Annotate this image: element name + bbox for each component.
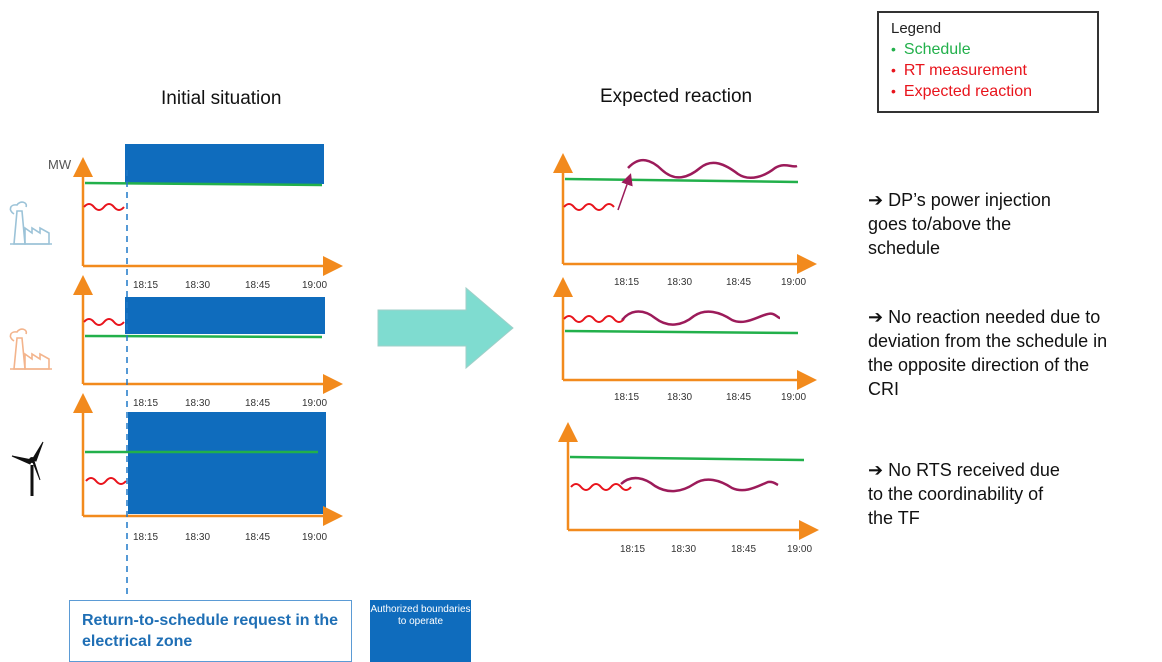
schedule-line: [564, 329, 799, 335]
tick-label: 18:15: [133, 280, 159, 291]
description-3: ➔ No RTS received due to the coordinabil…: [868, 460, 1060, 528]
rts-request-box: Return-to-schedule request in the electr…: [69, 600, 352, 662]
tick-label: 18:30: [667, 392, 693, 403]
tick-label: 18:30: [671, 544, 697, 555]
rt-measurement-wave: [83, 203, 125, 211]
tick-label: 18:15: [614, 392, 640, 403]
expected-reaction-curve: [627, 159, 798, 179]
tick-label: 18:45: [726, 277, 752, 288]
authorized-area-1: [125, 144, 324, 184]
description-2: ➔ No reaction needed due to deviation fr…: [868, 307, 1108, 399]
authorized-area-3: [128, 412, 326, 514]
expected-reaction-curve: [621, 310, 781, 326]
legend-item-rt-measurement: • RT measurement: [891, 62, 1027, 79]
initial-chart-2-axes: [73, 275, 343, 394]
legend-box: Legend • Schedule • RT measurement • Expect…: [877, 11, 1099, 113]
tick-label: 19:00: [302, 398, 328, 409]
tick-label: 18:15: [614, 277, 640, 288]
factory-icon-orange: [9, 328, 52, 370]
rt-measurement-wave: [563, 315, 625, 323]
schedule-line: [569, 455, 805, 462]
tick-label: 18:45: [731, 544, 757, 555]
tick-label: 18:45: [245, 280, 271, 291]
authorized-area-2: [125, 297, 325, 334]
schedule-line: [564, 177, 799, 184]
tick-label: 18:45: [245, 398, 271, 409]
y-axis-label-mw: MW: [48, 157, 72, 172]
tick-label: 18:45: [726, 392, 752, 403]
expected-reaction-heading: Expected reaction: [600, 86, 753, 107]
expected-chart-2-axes: [553, 277, 817, 390]
rt-measurement-wave: [83, 318, 125, 326]
reaction-arrow: [617, 173, 633, 211]
initial-chart-1-axes: [73, 157, 343, 276]
initial-chart-3-axes: [73, 393, 343, 526]
legend-item-schedule: • Schedule: [891, 41, 971, 58]
tick-label: 18:15: [133, 398, 159, 409]
tick-label: 18:15: [620, 544, 646, 555]
tick-label: 18:30: [667, 277, 693, 288]
tick-label: 18:30: [185, 398, 211, 409]
tick-label: 18:30: [185, 280, 211, 291]
tick-label: 18:45: [245, 532, 271, 543]
rt-measurement-wave: [563, 203, 615, 211]
tick-label: 19:00: [781, 392, 807, 403]
tick-label: 19:00: [302, 280, 328, 291]
tick-label: 19:00: [302, 532, 328, 543]
rt-measurement-wave: [570, 483, 632, 491]
expected-chart-3-axes: [558, 422, 819, 540]
schedule-line: [84, 181, 323, 187]
expected-reaction-curve: [620, 476, 779, 493]
expected-chart-1-axes: [553, 153, 817, 274]
big-right-arrow: [377, 286, 514, 370]
tick-label: 19:00: [787, 544, 813, 555]
factory-icon-blue: [9, 201, 52, 245]
legend-item-expected-reaction: • Expected reaction: [891, 83, 1032, 100]
schedule-line: [84, 334, 323, 339]
rt-measurement-wave: [85, 477, 127, 485]
initial-situation-heading: Initial situation: [161, 88, 282, 109]
legend-title: Legend: [891, 20, 942, 37]
authorized-boundaries-box: Authorized boundaries to operate: [370, 600, 471, 662]
wind-turbine-icon: [11, 441, 44, 496]
tick-label: 18:30: [185, 532, 211, 543]
tick-label: 18:15: [133, 532, 159, 543]
tick-label: 19:00: [781, 277, 807, 288]
description-1: ➔ DP’s power injection goes to/above the…: [868, 190, 1051, 258]
